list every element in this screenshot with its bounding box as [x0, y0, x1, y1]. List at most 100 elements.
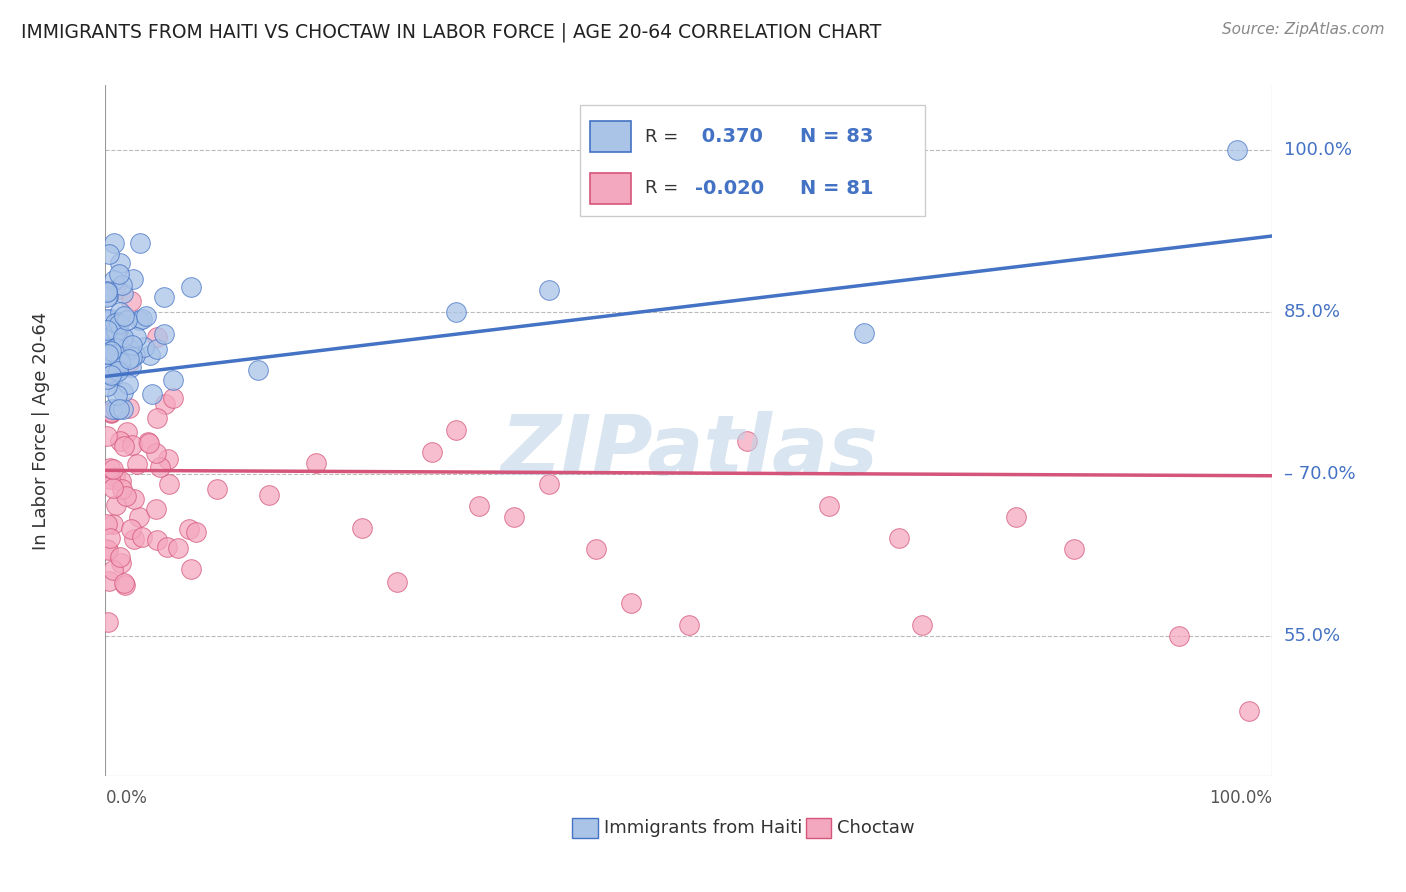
Point: [135, 309, 157, 323]
Point: [620, 596, 643, 610]
Point: [112, 286, 135, 301]
Point: [468, 499, 491, 513]
Text: 85.0%: 85.0%: [1284, 302, 1340, 320]
Point: [122, 532, 145, 546]
FancyBboxPatch shape: [806, 817, 831, 838]
Point: [153, 397, 176, 411]
Point: [108, 550, 131, 565]
Point: [105, 347, 128, 361]
Point: [537, 477, 560, 491]
Point: [104, 283, 127, 297]
Point: [100, 368, 122, 382]
Point: [108, 267, 131, 281]
Point: [180, 280, 202, 294]
Point: [97, 338, 120, 352]
Point: [537, 283, 560, 297]
Point: [97, 289, 120, 303]
Point: [98, 472, 121, 486]
Point: [114, 578, 136, 592]
Point: [120, 360, 142, 375]
Point: [1168, 629, 1191, 643]
Point: [737, 434, 759, 449]
Point: [1004, 509, 1026, 524]
Point: [110, 278, 132, 293]
Point: [352, 520, 374, 534]
Point: [818, 499, 841, 513]
Point: [444, 424, 467, 438]
Point: [145, 446, 167, 460]
Point: [118, 351, 141, 366]
Point: [100, 405, 122, 419]
Text: N = 83: N = 83: [800, 127, 873, 146]
Text: IMMIGRANTS FROM HAITI VS CHOCTAW IN LABOR FORCE | AGE 20-64 CORRELATION CHART: IMMIGRANTS FROM HAITI VS CHOCTAW IN LABO…: [21, 22, 882, 42]
Point: [108, 355, 131, 369]
Point: [98, 367, 121, 381]
Point: [101, 401, 124, 416]
Point: [96, 428, 118, 442]
Point: [103, 563, 125, 577]
Point: [97, 542, 120, 557]
Point: [112, 401, 135, 416]
Point: [96, 379, 118, 393]
Point: [1226, 143, 1249, 157]
Point: [96, 541, 118, 556]
Point: [177, 522, 200, 536]
Point: [101, 482, 124, 496]
Point: [110, 556, 132, 570]
Point: [112, 439, 135, 453]
Point: [104, 498, 127, 512]
Point: [1063, 542, 1085, 557]
Point: [104, 470, 127, 484]
Point: [1237, 704, 1260, 718]
Point: [110, 256, 132, 270]
Point: [145, 410, 167, 425]
Point: [111, 330, 134, 344]
Point: [96, 372, 118, 386]
Text: -0.020: -0.020: [695, 179, 763, 198]
Point: [107, 364, 129, 378]
Point: [304, 456, 326, 470]
Point: [121, 350, 143, 364]
Point: [97, 347, 120, 361]
Point: [107, 325, 129, 339]
Point: [112, 384, 135, 399]
Point: [125, 330, 148, 344]
Text: – 70.0%: – 70.0%: [1284, 465, 1355, 483]
Point: [97, 366, 120, 380]
Point: [104, 316, 127, 330]
Point: [105, 324, 128, 338]
Point: [167, 541, 190, 555]
Point: [111, 333, 134, 347]
Point: [112, 309, 135, 323]
Point: [105, 388, 128, 402]
Point: [108, 401, 131, 416]
Text: 100.0%: 100.0%: [1209, 789, 1272, 807]
Point: [444, 304, 467, 318]
Text: Choctaw: Choctaw: [837, 819, 915, 837]
Point: [98, 531, 121, 545]
Point: [96, 323, 118, 337]
Point: [246, 362, 269, 376]
Point: [96, 284, 118, 298]
Point: [207, 482, 229, 496]
Point: [121, 438, 143, 452]
Point: [132, 341, 155, 355]
Point: [101, 517, 124, 532]
Point: [257, 488, 280, 502]
Point: [107, 360, 129, 375]
Point: [96, 285, 118, 299]
Point: [131, 530, 153, 544]
Point: [107, 352, 129, 367]
Point: [96, 517, 118, 532]
Point: [138, 436, 160, 450]
Point: [97, 247, 120, 261]
Point: [101, 370, 124, 384]
Point: [157, 451, 180, 466]
Point: [100, 329, 122, 343]
Point: [108, 305, 131, 319]
Point: [180, 562, 202, 576]
Point: [100, 311, 122, 326]
Point: [100, 405, 122, 419]
Point: [100, 343, 122, 358]
Point: [103, 321, 125, 335]
